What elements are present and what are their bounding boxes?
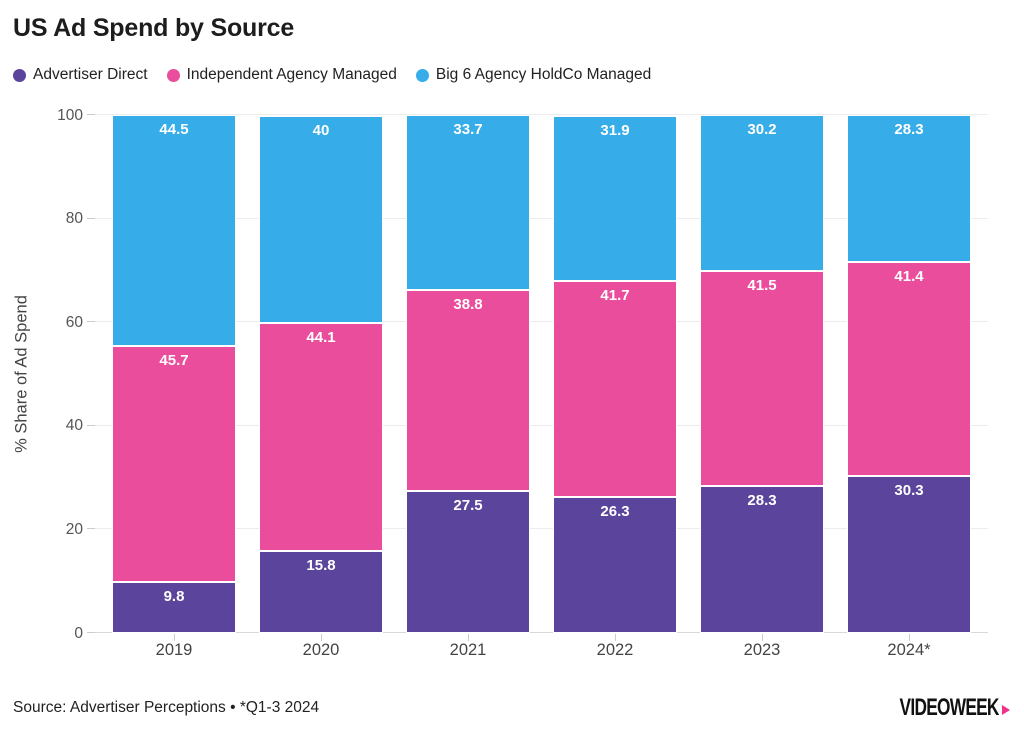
- bars: 9.8 45.7 44.5 15.8 44.1 40 27.5 38.8 33.7 26.3 41.…: [95, 115, 988, 641]
- bar-value-label: 41.7: [600, 286, 630, 304]
- legend-dot-independent-agency-managed: [166, 68, 180, 82]
- bar-value-label: 30.2: [747, 121, 777, 139]
- x-tick-2024: [909, 634, 910, 641]
- bar-segment-advertiser-direct-2019[interactable]: 9.8: [112, 582, 236, 633]
- bar-value-label: 41.4: [894, 267, 924, 285]
- bar-value-label: 40: [312, 121, 330, 139]
- bar-value-label: 28.3: [747, 492, 777, 510]
- bar-segment-advertiser-direct-2024[interactable]: 30.3: [847, 476, 971, 633]
- y-axis-title: % Share of Ad Spend: [12, 295, 31, 453]
- legend: Advertiser Direct Independent Agency Mana…: [13, 66, 670, 84]
- source-text: Source: Advertiser Perceptions • *Q1-3 2…: [13, 699, 320, 716]
- y-tick-label: 60: [65, 313, 83, 331]
- y-tick-0: [87, 632, 95, 633]
- play-arrow-icon: [1002, 704, 1010, 715]
- bar-value-label: 41.5: [747, 277, 777, 295]
- y-tick-label: 100: [57, 106, 83, 124]
- legend-label: Advertiser Direct: [33, 66, 148, 83]
- bar-value-label: 30.3: [894, 482, 924, 500]
- bar-value-label: 28.3: [894, 121, 924, 139]
- bar-segment-big-6-agency-holdco-managed-2021[interactable]: 33.7: [406, 115, 530, 290]
- bar-segment-big-6-agency-holdco-managed-2024[interactable]: 28.3: [847, 115, 971, 262]
- bar-segment-independent-agency-managed-2024[interactable]: 41.4: [847, 261, 971, 477]
- bar-value-label: 38.8: [453, 295, 483, 313]
- legend-label: Big 6 Agency HoldCo Managed: [435, 66, 652, 83]
- legend-item-advertiser-direct: Advertiser Direct: [13, 66, 148, 84]
- y-tick-20: [87, 528, 95, 530]
- x-tick-2022: [615, 634, 616, 641]
- y-tick-80: [87, 217, 95, 219]
- bar-value-label: 33.7: [453, 121, 483, 139]
- bar-value-label: 9.8: [163, 588, 185, 606]
- gridline-60: [95, 321, 988, 323]
- x-tick-2020: [321, 634, 322, 641]
- bar-value-label: 26.3: [600, 502, 630, 520]
- bar-segment-big-6-agency-holdco-managed-2019[interactable]: 44.5: [112, 115, 236, 346]
- bar-group-2022: 26.3 41.7 31.9: [553, 115, 677, 641]
- bar-segment-advertiser-direct-2022[interactable]: 26.3: [553, 496, 677, 633]
- bar-segment-independent-agency-managed-2021[interactable]: 38.8: [406, 289, 530, 491]
- x-tick-label-2020: 2020: [302, 641, 340, 659]
- bar-segment-independent-agency-managed-2019[interactable]: 45.7: [112, 345, 236, 583]
- bar-group-2024: 30.3 41.4 28.3: [847, 115, 971, 641]
- bar-value-label: 31.9: [600, 121, 630, 139]
- y-tick-label: 0: [74, 624, 83, 642]
- bar-segment-big-6-agency-holdco-managed-2022[interactable]: 31.9: [553, 115, 677, 281]
- bar-segment-advertiser-direct-2021[interactable]: 27.5: [406, 490, 530, 633]
- gridline-0: [95, 632, 988, 633]
- y-tick-label: 80: [65, 210, 83, 228]
- x-tick-label-2021: 2021: [449, 641, 487, 659]
- y-tick-40: [87, 424, 95, 426]
- bar-value-label: 15.8: [306, 557, 336, 575]
- bar-value-label: 44.5: [159, 121, 189, 139]
- y-tick-60: [87, 321, 95, 323]
- legend-dot-advertiser-direct: [13, 68, 26, 82]
- bar-value-label: 27.5: [453, 496, 483, 514]
- plot-area: 0 20 40 60 80 100 9.8 45.7 44.5 15.8 44.1 40 27.5 38.…: [57, 107, 988, 642]
- x-tick-label-2023: 2023: [743, 641, 781, 659]
- x-tick-2021: [468, 634, 469, 641]
- gridline-40: [95, 424, 988, 426]
- legend-dot-big-6-agency-holdco-managed: [415, 68, 429, 82]
- bar-segment-independent-agency-managed-2022[interactable]: 41.7: [553, 280, 677, 497]
- gridline-80: [95, 217, 988, 219]
- bar-segment-independent-agency-managed-2020[interactable]: 44.1: [259, 322, 383, 552]
- bar-group-2020: 15.8 44.1 40: [259, 115, 383, 641]
- legend-item-big-6-agency-holdco-managed: Big 6 Agency HoldCo Managed: [415, 66, 652, 84]
- videoweek-logo: VIDEOWEEK: [861, 694, 1010, 722]
- y-tick-label: 40: [65, 417, 83, 435]
- bar-group-2021: 27.5 38.8 33.7: [406, 115, 530, 641]
- y-tick-100: [87, 114, 95, 115]
- bar-segment-independent-agency-managed-2023[interactable]: 41.5: [700, 271, 824, 487]
- x-tick-2019: [174, 634, 175, 641]
- bar-segment-big-6-agency-holdco-managed-2020[interactable]: 40: [259, 115, 383, 323]
- legend-label: Independent Agency Managed: [186, 66, 397, 83]
- x-tick-label-2022: 2022: [596, 641, 634, 659]
- gridline-20: [95, 528, 988, 530]
- y-tick-label: 20: [65, 520, 83, 538]
- legend-item-independent-agency-managed: Independent Agency Managed: [166, 66, 397, 84]
- bar-segment-big-6-agency-holdco-managed-2023[interactable]: 30.2: [700, 115, 824, 272]
- x-tick-label-2019: 2019: [155, 641, 193, 659]
- bar-segment-advertiser-direct-2020[interactable]: 15.8: [259, 551, 383, 633]
- bar-group-2023: 28.3 41.5 30.2: [700, 115, 824, 641]
- page-title: US Ad Spend by Source: [13, 14, 295, 42]
- bar-group-2019: 9.8 45.7 44.5: [112, 115, 236, 641]
- x-tick-2023: [762, 634, 763, 641]
- bar-segment-advertiser-direct-2023[interactable]: 28.3: [700, 486, 824, 633]
- x-tick-label-2024: 2024*: [887, 641, 931, 659]
- videoweek-logo-text: VIDEOWEEK: [899, 694, 1000, 721]
- x-axis: 2019 2020 2021 2022 2023 2024*: [95, 641, 988, 660]
- gridline-100: [95, 114, 988, 115]
- bar-value-label: 44.1: [306, 328, 336, 346]
- bar-value-label: 45.7: [159, 351, 189, 369]
